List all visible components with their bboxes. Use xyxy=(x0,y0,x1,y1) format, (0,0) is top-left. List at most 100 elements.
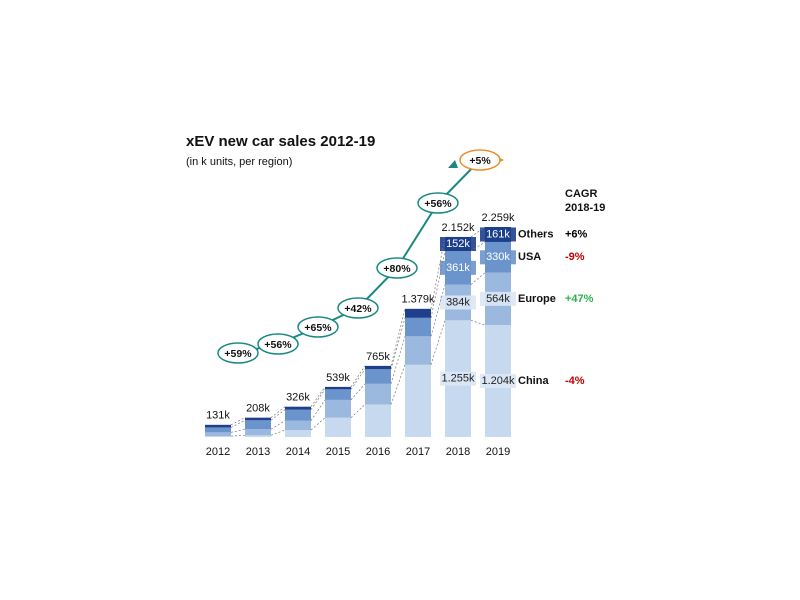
bar-segment xyxy=(245,435,271,437)
label-bg xyxy=(480,250,516,265)
label-bg xyxy=(480,227,516,242)
connector xyxy=(350,383,366,401)
growth-bubble xyxy=(257,333,299,355)
series-cagr: -4% xyxy=(565,375,585,387)
total-label: 2.259k xyxy=(481,212,515,224)
bar-segment xyxy=(285,409,311,421)
growth-bubble xyxy=(459,149,501,171)
series-name: Europe xyxy=(518,293,556,305)
total-label: 539k xyxy=(326,372,350,384)
connector xyxy=(430,320,446,365)
connector xyxy=(430,284,446,337)
growth-label: +5% xyxy=(469,155,491,167)
bar-segment xyxy=(365,383,391,405)
bar-segment xyxy=(365,369,391,384)
bar-segment xyxy=(405,308,431,318)
series-cagr: +47% xyxy=(565,293,594,305)
segment-label: 161k xyxy=(486,228,510,240)
bar-segment xyxy=(245,420,271,430)
total-label: 208k xyxy=(246,403,270,415)
bar-segment xyxy=(325,399,351,418)
growth-label: +56% xyxy=(264,339,292,351)
bar-segment xyxy=(245,417,271,421)
connector xyxy=(390,336,406,384)
x-tick-label: 2016 xyxy=(366,446,390,458)
bar-segment xyxy=(205,436,231,437)
bar-segment xyxy=(285,430,311,437)
growth-label: +80% xyxy=(383,263,411,275)
total-label: 2.152k xyxy=(441,222,475,234)
label-bg xyxy=(440,237,476,252)
total-label: 131k xyxy=(206,410,230,422)
series-name: Others xyxy=(518,228,553,240)
series-cagr: +6% xyxy=(565,228,588,240)
connector xyxy=(310,389,326,410)
connector xyxy=(230,434,246,437)
connector xyxy=(350,404,366,419)
connector xyxy=(390,308,406,366)
connector xyxy=(430,236,446,309)
growth-bubble xyxy=(417,192,459,214)
arrow-head xyxy=(448,160,458,168)
total-label: 1.379k xyxy=(401,294,435,306)
x-tick-label: 2018 xyxy=(446,446,470,458)
x-tick-label: 2017 xyxy=(406,446,430,458)
bar-segment xyxy=(205,427,231,433)
connector xyxy=(270,429,286,436)
x-tick-label: 2013 xyxy=(246,446,270,458)
growth-line xyxy=(237,159,481,354)
segment-label: 152k xyxy=(446,238,470,250)
total-label: 765k xyxy=(366,351,390,363)
connector xyxy=(310,417,326,431)
bar-segment xyxy=(285,420,311,431)
bar-segment xyxy=(405,364,431,437)
bar-segment xyxy=(205,424,231,428)
connector xyxy=(470,226,486,238)
x-tick-label: 2014 xyxy=(286,446,310,458)
segment-label: 330k xyxy=(486,251,510,263)
connector xyxy=(270,406,286,418)
bar-segment xyxy=(325,389,351,400)
cagr-title: CAGR xyxy=(565,188,597,200)
bar-segment xyxy=(325,417,351,437)
connector xyxy=(230,428,246,433)
x-tick-label: 2015 xyxy=(326,446,350,458)
bar-segment xyxy=(285,406,311,410)
series-name: China xyxy=(518,375,549,387)
connector xyxy=(350,365,366,388)
segment-label: 361k xyxy=(446,262,470,274)
connector xyxy=(350,369,366,390)
bar-segment xyxy=(245,429,271,436)
growth-bubble xyxy=(337,297,379,319)
bar-segment xyxy=(205,432,231,437)
label-bg xyxy=(480,291,516,306)
label-bg xyxy=(440,260,476,275)
bar-segment xyxy=(325,386,351,390)
cagr-title: 2018-19 xyxy=(565,202,605,214)
series-name: USA xyxy=(518,251,541,263)
connector xyxy=(470,272,486,285)
connector xyxy=(230,417,246,426)
growth-bubble xyxy=(376,257,418,279)
segment-label: 1.204k xyxy=(481,375,515,387)
connector xyxy=(310,399,326,421)
connector xyxy=(430,251,446,318)
label-bg xyxy=(440,295,476,310)
bar-segment xyxy=(405,317,431,337)
segment-label: 384k xyxy=(446,296,470,308)
segment-label: 1.255k xyxy=(441,373,475,385)
x-tick-label: 2012 xyxy=(206,446,230,458)
bar-segment xyxy=(405,336,431,365)
growth-label: +59% xyxy=(224,348,252,360)
total-label: 326k xyxy=(286,392,310,404)
segment-label: 564k xyxy=(486,293,510,305)
growth-bubble xyxy=(297,316,339,338)
connector xyxy=(270,420,286,430)
chart-subtitle: (in k units, per region) xyxy=(186,156,292,168)
connector xyxy=(470,241,486,252)
bar-segment xyxy=(365,365,391,370)
growth-label: +65% xyxy=(304,322,332,334)
connector xyxy=(390,317,406,370)
connector xyxy=(390,364,406,405)
